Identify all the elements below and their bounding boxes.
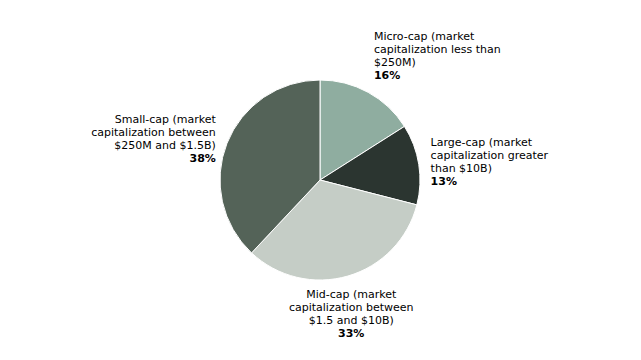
slice-label-line: Mid-cap (market: [306, 288, 397, 301]
slice-label-line: capitalization between: [91, 126, 216, 139]
slice-label-line: $250M and $1.5B): [114, 139, 216, 152]
slice-label: Mid-cap (marketcapitalization between$1.…: [289, 288, 414, 327]
slice-label-line: $1.5 and $10B): [309, 314, 394, 327]
slice-label-line: capitalization greater: [431, 149, 549, 162]
slice-label-line: capitalization less than: [374, 43, 501, 56]
data-label: 38%: [190, 152, 216, 165]
slice-label-line: than $10B): [431, 162, 492, 175]
data-label: 16%: [374, 69, 400, 82]
slice-label: Small-cap (marketcapitalization between$…: [91, 113, 216, 152]
data-label: 33%: [338, 327, 364, 340]
pie-slice: [220, 80, 320, 253]
slice-label: Micro-cap (marketcapitalization less tha…: [374, 30, 501, 69]
wedges: [220, 80, 420, 280]
data-label: 13%: [431, 175, 457, 188]
slice-label: Large-cap (marketcapitalization greatert…: [431, 136, 549, 175]
labels: Micro-cap (marketcapitalization less tha…: [91, 30, 548, 340]
slice-label-line: $250M): [374, 56, 416, 69]
slice-label-line: Micro-cap (market: [374, 30, 475, 43]
chart: Micro-cap (marketcapitalization less tha…: [0, 0, 641, 360]
slice-label-line: Large-cap (market: [431, 136, 533, 149]
slice-label-line: capitalization between: [289, 301, 414, 314]
slice-label-line: Small-cap (market: [115, 113, 217, 126]
